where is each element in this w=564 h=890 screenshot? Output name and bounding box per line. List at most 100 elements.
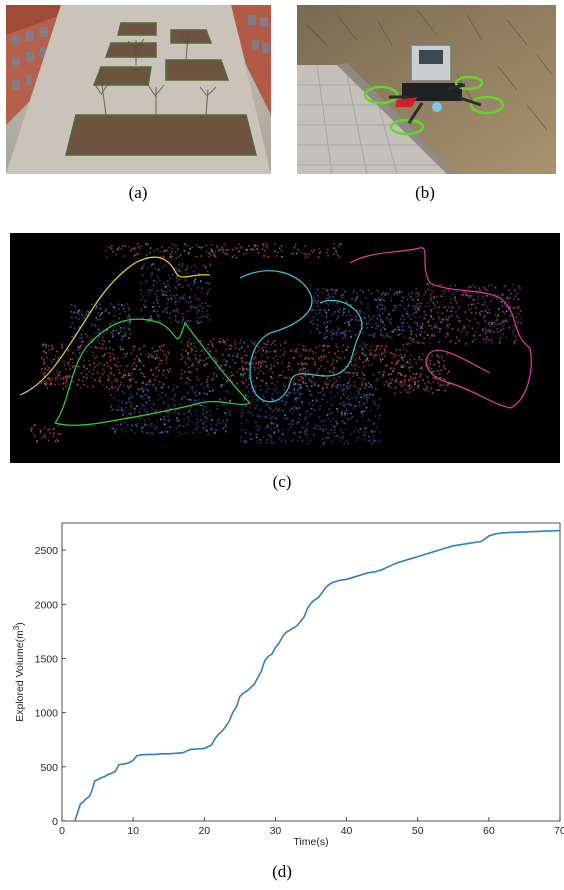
- point-cloud-point: [358, 377, 361, 379]
- point-cloud-point: [198, 298, 201, 301]
- point-cloud-point: [433, 335, 436, 337]
- point-cloud-point: [330, 420, 332, 422]
- point-cloud-point: [124, 335, 126, 337]
- point-cloud-point: [154, 358, 157, 360]
- point-cloud-point: [318, 427, 320, 430]
- point-cloud-point: [312, 427, 315, 429]
- point-cloud-point: [276, 424, 278, 426]
- point-cloud-point: [269, 368, 271, 371]
- point-cloud-point: [181, 349, 184, 352]
- point-cloud-point: [452, 293, 454, 296]
- point-cloud-point: [176, 419, 178, 422]
- point-cloud-point: [128, 337, 130, 339]
- point-cloud-point: [396, 381, 398, 383]
- point-cloud-point: [189, 379, 191, 381]
- point-cloud-point: [265, 382, 267, 385]
- point-cloud-point: [388, 313, 390, 316]
- point-cloud-point: [332, 332, 335, 335]
- point-cloud-point: [305, 253, 308, 256]
- point-cloud-point: [354, 297, 357, 299]
- point-cloud-point: [168, 246, 170, 248]
- point-cloud-point: [57, 373, 60, 375]
- point-cloud-point: [402, 296, 404, 299]
- point-cloud-point: [383, 324, 386, 326]
- point-cloud-point: [158, 279, 161, 281]
- point-cloud-point: [332, 247, 335, 249]
- point-cloud-point: [101, 347, 104, 350]
- point-cloud-point: [139, 360, 141, 362]
- point-cloud-point: [206, 293, 208, 295]
- point-cloud-point: [359, 428, 362, 430]
- point-cloud-point: [187, 357, 190, 360]
- point-cloud-point: [329, 412, 331, 415]
- point-cloud-point: [337, 329, 339, 332]
- point-cloud-point: [106, 351, 109, 354]
- point-cloud-point: [276, 255, 278, 257]
- point-cloud-point: [259, 439, 262, 441]
- point-cloud-point: [394, 386, 397, 389]
- point-cloud-point: [248, 396, 250, 398]
- point-cloud-point: [353, 408, 355, 411]
- point-cloud-point: [158, 268, 160, 270]
- point-cloud-point: [150, 406, 152, 409]
- point-cloud-point: [383, 348, 386, 350]
- point-cloud-point: [477, 298, 479, 300]
- point-cloud-point: [186, 320, 188, 323]
- point-cloud-point: [189, 409, 191, 411]
- point-cloud-point: [347, 371, 350, 374]
- point-cloud-point: [119, 312, 121, 315]
- point-cloud-point: [436, 295, 438, 298]
- point-cloud-point: [361, 413, 364, 416]
- point-cloud-point: [288, 385, 291, 388]
- point-cloud-point: [390, 361, 393, 364]
- point-cloud-point: [270, 367, 272, 369]
- point-cloud-point: [269, 428, 272, 430]
- point-cloud-point: [266, 425, 269, 428]
- point-cloud-point: [266, 404, 268, 407]
- point-cloud-point: [34, 435, 36, 438]
- point-cloud-point: [154, 379, 156, 381]
- point-cloud-point: [126, 352, 128, 355]
- point-cloud-point: [181, 398, 183, 400]
- point-cloud-point: [222, 427, 224, 430]
- point-cloud-point: [332, 372, 335, 375]
- point-cloud-point: [373, 441, 375, 444]
- point-cloud-point: [333, 367, 336, 369]
- point-cloud-point: [153, 279, 156, 282]
- point-cloud-point: [409, 375, 412, 378]
- point-cloud-point: [473, 334, 476, 337]
- point-cloud-point: [364, 439, 366, 441]
- point-cloud-point: [413, 358, 416, 361]
- point-cloud-point: [113, 397, 115, 399]
- point-cloud-point: [55, 355, 57, 358]
- point-cloud-point: [373, 400, 376, 402]
- point-cloud-point: [63, 376, 65, 379]
- point-cloud-point: [427, 324, 430, 326]
- point-cloud-point: [306, 436, 309, 438]
- point-cloud-point: [255, 436, 258, 439]
- point-cloud-point: [267, 403, 269, 405]
- point-cloud-point: [192, 365, 195, 367]
- point-cloud-point: [182, 396, 184, 398]
- point-cloud-point: [127, 307, 130, 309]
- point-cloud-point: [172, 243, 174, 246]
- point-cloud-point: [375, 289, 378, 291]
- point-cloud-point: [159, 432, 161, 434]
- point-cloud-point: [361, 348, 364, 351]
- point-cloud-point: [141, 386, 144, 389]
- point-cloud-point: [415, 311, 418, 313]
- point-cloud-point: [396, 361, 399, 364]
- point-cloud-point: [306, 363, 308, 366]
- point-cloud-point: [154, 305, 156, 308]
- point-cloud-point: [116, 248, 118, 251]
- point-cloud-point: [241, 408, 243, 411]
- point-cloud-point: [128, 309, 130, 311]
- point-cloud-point: [59, 356, 61, 359]
- point-cloud-point: [502, 328, 505, 330]
- point-cloud-point: [275, 407, 278, 409]
- point-cloud-point: [164, 249, 167, 252]
- point-cloud-point: [475, 338, 477, 340]
- point-cloud-point: [196, 298, 198, 300]
- point-cloud-point: [109, 355, 111, 358]
- point-cloud-point: [140, 308, 143, 311]
